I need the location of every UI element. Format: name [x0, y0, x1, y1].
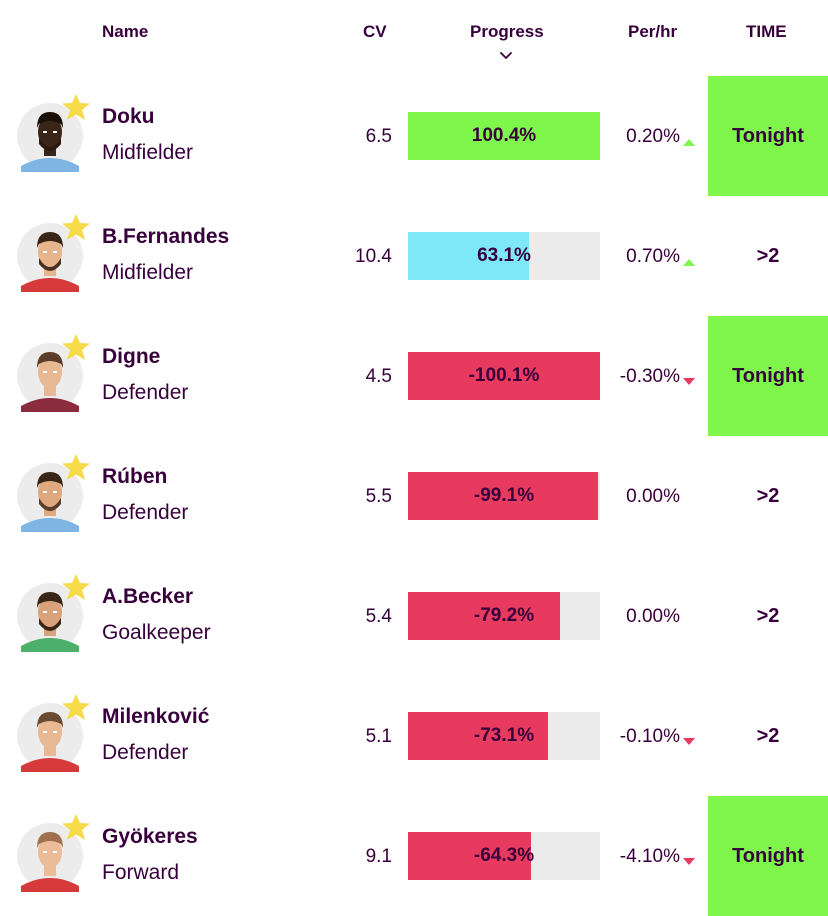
player-name[interactable]: Milenković: [102, 705, 210, 728]
player-row[interactable]: B.Fernandes Midfielder 10.4 63.1% 0.70% …: [0, 196, 828, 316]
time-cell: >2: [708, 196, 828, 316]
time-value: >2: [756, 485, 780, 507]
player-avatar[interactable]: [17, 220, 83, 292]
player-name[interactable]: A.Becker: [102, 585, 194, 608]
progress-bar: -73.1%: [408, 712, 600, 760]
time-value: Tonight: [732, 365, 804, 387]
progress-value: -100.1%: [468, 365, 540, 386]
per-hr-value: -0.10%: [619, 726, 680, 747]
progress-value: 63.1%: [477, 245, 531, 266]
per-hr-value: -0.30%: [619, 366, 680, 387]
time-cell: >2: [708, 676, 828, 796]
player-position: Goalkeeper: [102, 621, 211, 644]
progress-value: -99.1%: [473, 485, 535, 506]
progress-bar: -79.2%: [408, 592, 600, 640]
player-row[interactable]: Doku Midfielder 6.5 100.4% 0.20% Tonight: [0, 76, 828, 196]
progress-bar: 63.1%: [408, 232, 600, 280]
player-position: Defender: [102, 381, 189, 404]
star-icon[interactable]: [61, 693, 91, 726]
time-cell: >2: [708, 556, 828, 676]
player-avatar[interactable]: [17, 820, 83, 892]
player-position: Defender: [102, 501, 189, 524]
player-position: Midfielder: [102, 261, 194, 284]
player-cv: 10.4: [355, 246, 392, 267]
progress-bar-fill: [408, 712, 548, 760]
trend-down-icon: [682, 374, 696, 392]
player-cv: 5.1: [365, 726, 392, 747]
player-avatar[interactable]: [17, 580, 83, 652]
progress-bar-fill: [408, 832, 531, 880]
player-cv: 9.1: [365, 846, 392, 867]
player-name[interactable]: Digne: [102, 345, 161, 368]
star-icon[interactable]: [61, 453, 91, 486]
player-name[interactable]: Doku: [102, 105, 155, 128]
progress-bar: -99.1%: [408, 472, 600, 520]
time-value: >2: [756, 605, 780, 627]
progress-value: -79.2%: [473, 605, 535, 626]
player-avatar[interactable]: [17, 700, 83, 772]
column-header-name[interactable]: Name: [102, 22, 149, 41]
trend-down-icon: [682, 734, 696, 752]
progress-value: 100.4%: [471, 125, 537, 146]
progress-bar-fill: [408, 592, 560, 640]
progress-bar: 100.4%: [408, 112, 600, 160]
progress-bar-fill: [408, 352, 600, 400]
player-name[interactable]: Rúben: [102, 465, 168, 488]
progress-bar: -64.3%: [408, 832, 600, 880]
per-hr-value: 0.00%: [626, 486, 680, 507]
column-header-time[interactable]: TIME: [746, 22, 787, 41]
player-cv: 4.5: [365, 366, 392, 387]
progress-bar-fill: [408, 232, 529, 280]
per-hr-value: 0.00%: [626, 606, 680, 627]
star-icon[interactable]: [61, 333, 91, 366]
time-cell: >2: [708, 436, 828, 556]
player-avatar[interactable]: [17, 340, 83, 412]
trend-down-icon: [682, 854, 696, 872]
time-value: >2: [756, 725, 780, 747]
star-icon[interactable]: [61, 573, 91, 606]
star-icon[interactable]: [61, 813, 91, 846]
player-row[interactable]: Milenković Defender 5.1 -73.1% -0.10% >2: [0, 676, 828, 796]
chevron-down-icon[interactable]: [499, 48, 513, 66]
star-icon[interactable]: [61, 213, 91, 246]
progress-bar-fill: [408, 112, 600, 160]
progress-bar: -100.1%: [408, 352, 600, 400]
table-header: Name CV Progress Per/hr TIME: [0, 0, 828, 76]
time-cell: Tonight: [708, 316, 828, 436]
player-avatar[interactable]: [17, 100, 83, 172]
per-hr-value: 0.20%: [626, 126, 680, 147]
trend-up-icon: [682, 134, 696, 152]
player-cv: 6.5: [365, 126, 392, 147]
column-header-cv[interactable]: CV: [363, 22, 387, 41]
time-value: Tonight: [732, 845, 804, 867]
column-header-progress[interactable]: Progress: [470, 22, 544, 41]
time-value: Tonight: [732, 125, 804, 147]
player-row[interactable]: Gyökeres Forward 9.1 -64.3% -4.10% Tonig…: [0, 796, 828, 916]
player-avatar[interactable]: [17, 460, 83, 532]
time-cell: Tonight: [708, 76, 828, 196]
player-row[interactable]: Digne Defender 4.5 -100.1% -0.30% Tonigh…: [0, 316, 828, 436]
column-header-per-hr[interactable]: Per/hr: [628, 22, 678, 41]
player-cv: 5.4: [365, 606, 392, 627]
player-name[interactable]: B.Fernandes: [102, 225, 230, 248]
player-row[interactable]: Rúben Defender 5.5 -99.1% 0.00% >2: [0, 436, 828, 556]
player-position: Midfielder: [102, 141, 194, 164]
progress-bar-fill: [408, 472, 598, 520]
time-cell: Tonight: [708, 796, 828, 916]
player-position: Defender: [102, 741, 189, 764]
time-value: >2: [756, 245, 780, 267]
player-row[interactable]: A.Becker Goalkeeper 5.4 -79.2% 0.00% >2: [0, 556, 828, 676]
progress-value: -64.3%: [473, 845, 535, 866]
player-position: Forward: [102, 861, 180, 884]
trend-up-icon: [682, 254, 696, 272]
per-hr-value: -4.10%: [619, 846, 680, 867]
player-cv: 5.5: [365, 486, 392, 507]
star-icon[interactable]: [61, 93, 91, 126]
progress-value: -73.1%: [473, 725, 535, 746]
player-name[interactable]: Gyökeres: [102, 825, 198, 848]
per-hr-value: 0.70%: [626, 246, 680, 267]
